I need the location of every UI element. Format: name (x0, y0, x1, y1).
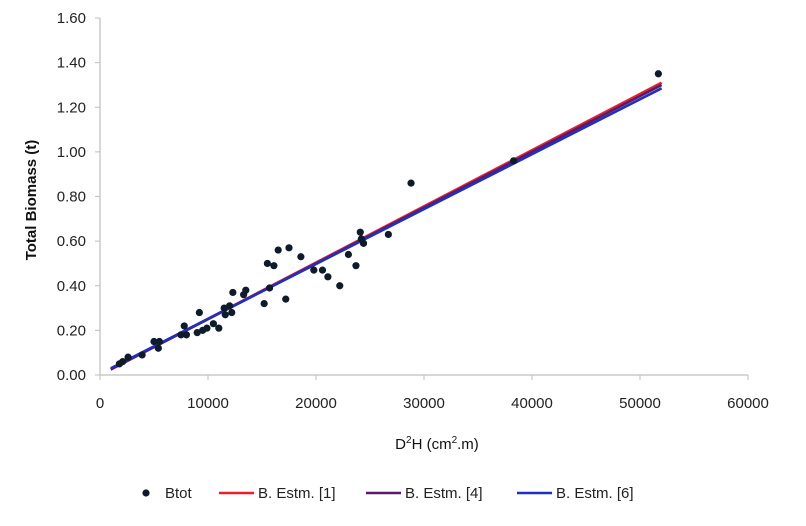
y-tick-label: 0.60 (57, 233, 86, 250)
data-point (124, 353, 132, 361)
legend-label-btot: Btot (165, 485, 193, 502)
x-axis-title-sup-2: 2 (452, 435, 458, 446)
y-tick-label: 1.60 (57, 10, 86, 27)
data-point (324, 273, 332, 281)
y-tick-label: 0.40 (57, 278, 86, 295)
data-point (203, 324, 211, 332)
data-point (407, 179, 415, 187)
data-point (180, 322, 188, 330)
data-point (138, 351, 146, 359)
data-point (242, 286, 250, 294)
x-axis-title-part-2: H (cm (412, 436, 452, 453)
data-point (384, 230, 392, 239)
y-tick-label: 1.20 (57, 99, 86, 116)
data-point (226, 302, 234, 310)
y-tick-label: 0.20 (57, 322, 86, 339)
legend-label-estm-1: B. Estm. [1] (258, 485, 336, 502)
x-axis-title-part-3: .m) (457, 436, 479, 453)
y-axis-title: Total Biomass (t) (23, 140, 40, 261)
data-point (336, 282, 344, 290)
legend-marker-btot (142, 489, 150, 497)
legend-label-estm-6: B. Estm. [6] (556, 485, 634, 502)
x-axis-title-part-1: D (395, 436, 406, 453)
data-point (260, 300, 268, 308)
x-tick-label: 60000 (727, 395, 769, 412)
y-tick-label: 0.00 (57, 367, 86, 384)
data-point (274, 246, 282, 254)
data-point (263, 259, 271, 268)
data-point (318, 266, 327, 274)
data-point (154, 344, 162, 352)
x-axis-title-sup-1: 2 (406, 435, 412, 446)
data-point (195, 308, 203, 317)
data-point (344, 250, 352, 259)
data-point (229, 288, 237, 297)
data-point (310, 266, 318, 274)
y-tick-label: 0.80 (57, 189, 86, 206)
x-axis-title: D2H (cm2.m) (395, 435, 479, 453)
data-point (209, 320, 217, 328)
fit-lines (110, 81, 663, 371)
data-point (654, 70, 662, 78)
data-point (297, 253, 305, 261)
data-point (282, 295, 290, 303)
x-tick-label: 20000 (295, 395, 337, 412)
data-point (220, 304, 228, 312)
data-point (221, 311, 229, 319)
data-point (182, 331, 190, 339)
tick-labels: 0 10000 20000 30000 40000 50000 60000 0.00 0.20 0… (57, 10, 769, 412)
data-point (177, 331, 185, 339)
fit-line-3 (110, 87, 663, 370)
data-point (270, 262, 278, 270)
x-tick-label: 40000 (511, 395, 553, 412)
data-point (285, 244, 293, 252)
data-point (265, 284, 274, 292)
y-tick-label: 1.40 (57, 55, 86, 72)
data-points (115, 70, 662, 368)
data-point (352, 262, 360, 270)
axes (95, 17, 749, 380)
data-point (193, 329, 201, 337)
data-point (119, 358, 127, 366)
x-tick-label: 30000 (403, 395, 445, 412)
data-point (150, 337, 158, 346)
x-tick-label: 50000 (619, 395, 661, 412)
data-point (155, 337, 163, 346)
legend: Btot B. Estm. [1] B. Estm. [4] B. Estm. … (142, 485, 634, 502)
data-point (510, 157, 518, 165)
data-point (359, 239, 368, 247)
legend-label-estm-4: B. Estm. [4] (405, 485, 483, 502)
data-point (356, 228, 364, 236)
y-tick-label: 1.00 (57, 144, 86, 161)
data-point (215, 324, 223, 332)
data-point (228, 308, 236, 317)
x-tick-label: 10000 (187, 395, 229, 412)
x-tick-label: 0 (96, 395, 104, 412)
